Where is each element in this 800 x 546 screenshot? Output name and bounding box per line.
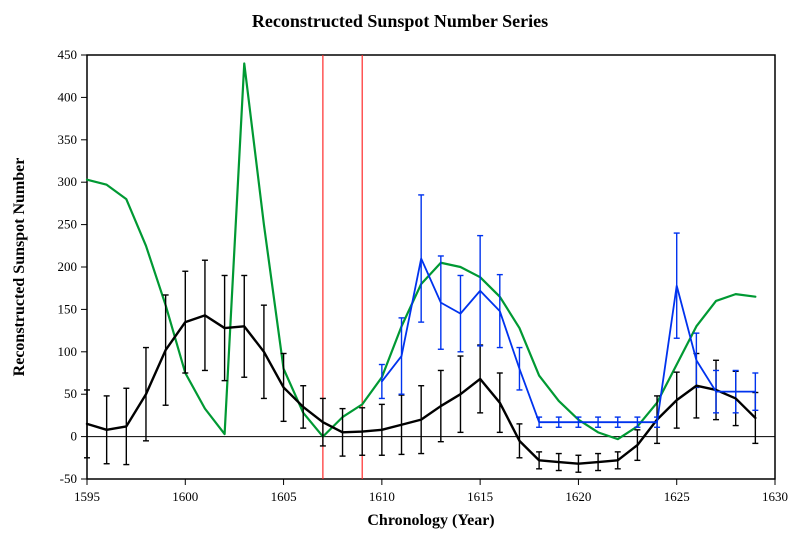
y-tick-label: 350 [58,132,78,147]
x-tick-label: 1610 [369,489,395,504]
y-tick-label: 250 [58,217,78,232]
x-axis-label: Chronology (Year) [367,512,494,529]
chart-title: Reconstructed Sunspot Number Series [252,11,548,31]
x-tick-label: 1620 [565,489,591,504]
x-tick-label: 1605 [271,489,297,504]
x-tick-label: 1595 [74,489,100,504]
y-tick-label: 300 [58,174,78,189]
y-tick-label: 50 [64,386,77,401]
y-tick-label: 200 [58,259,78,274]
y-tick-label: -50 [60,471,77,486]
y-tick-label: 150 [58,301,78,316]
x-tick-label: 1600 [172,489,198,504]
y-axis-label: Reconstructed Sunspot Number [11,158,28,377]
plot-area [87,55,775,479]
x-tick-label: 1615 [467,489,493,504]
y-tick-label: 400 [58,89,78,104]
y-tick-label: 450 [58,47,78,62]
y-tick-label: 100 [58,344,78,359]
chart-svg: 1595 1600 1605 1610 1615 1620 1625 1630 -50 0 50 10… [0,0,800,541]
y-tick-label: 0 [71,429,78,444]
x-tick-label: 1630 [762,489,788,504]
chart-wrapper: 1595 1600 1605 1610 1615 1620 1625 1630 -50 0 50 10… [0,0,800,541]
x-tick-label: 1625 [664,489,690,504]
